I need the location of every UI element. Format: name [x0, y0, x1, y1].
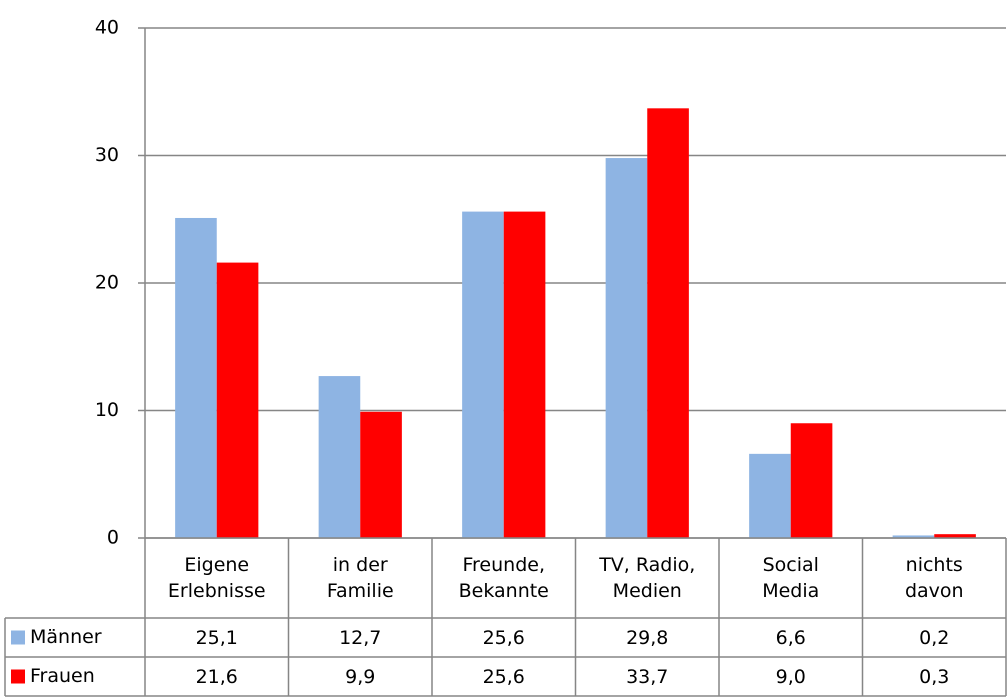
- table-value: 25,6: [482, 626, 525, 649]
- category-label: Social Media: [762, 554, 820, 602]
- table-value: 29,8: [626, 626, 669, 649]
- y-tick-label: 40: [95, 17, 119, 39]
- category-label: Eigene Erlebnisse: [167, 554, 266, 602]
- y-tick-label: 10: [95, 399, 119, 421]
- table-value: 0,3: [919, 665, 950, 688]
- category-label: nichts davon: [904, 554, 964, 602]
- y-tick-label: 30: [95, 144, 119, 166]
- bar: [175, 217, 217, 538]
- table-value: 0,2: [919, 626, 950, 649]
- legend-key: [11, 669, 25, 684]
- table-value: 21,6: [195, 665, 238, 688]
- bar: [934, 534, 976, 538]
- bar: [462, 211, 504, 538]
- bar: [216, 262, 259, 538]
- bar: [318, 376, 361, 538]
- category-label: TV, Radio, Medien: [599, 554, 696, 602]
- table-value: 25,1: [195, 626, 238, 649]
- bar: [749, 453, 791, 538]
- table-value: 25,6: [482, 665, 525, 688]
- bar: [647, 108, 689, 538]
- legend-label: Frauen: [30, 665, 95, 687]
- bar: [892, 535, 935, 538]
- table-value: 33,7: [626, 665, 669, 688]
- legend-key: [11, 630, 25, 645]
- y-tick-label: 20: [95, 272, 119, 294]
- bar: [360, 411, 402, 538]
- table-value: 9,9: [345, 665, 376, 688]
- y-tick-label: 0: [107, 527, 119, 549]
- legend-label: Männer: [30, 626, 102, 648]
- category-label: in der Familie: [326, 554, 394, 602]
- table-value: 12,7: [339, 626, 382, 649]
- bar: [503, 211, 546, 538]
- table-value: 6,6: [775, 626, 806, 649]
- bar: [790, 423, 833, 538]
- bar: [605, 158, 648, 539]
- category-label: Freunde, Bekannte: [458, 554, 549, 602]
- table-value: 9,0: [775, 665, 806, 688]
